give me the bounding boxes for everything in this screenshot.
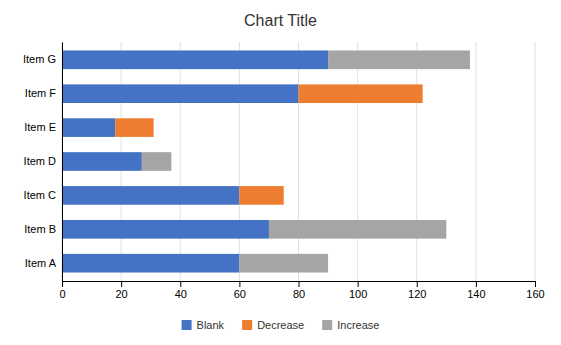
bar bbox=[239, 186, 283, 205]
y-tick: Item D bbox=[24, 155, 62, 167]
y-tick: Item F bbox=[25, 87, 62, 99]
plot: 020406080100120140160Item AItem BItem CI… bbox=[23, 42, 545, 300]
x-tick: 0 bbox=[59, 281, 65, 300]
y-axis-line bbox=[62, 43, 63, 282]
bar bbox=[422, 84, 423, 103]
legend-label: Decrease bbox=[257, 319, 304, 331]
x-tick-label: 20 bbox=[116, 288, 128, 300]
x-tick-label: 120 bbox=[408, 288, 426, 300]
bar bbox=[62, 50, 328, 69]
y-tick-label: Item C bbox=[24, 189, 56, 201]
bar bbox=[62, 152, 142, 171]
y-axis: Item A Item B Item C Item D Item E Item F Item… bbox=[23, 43, 63, 282]
bar bbox=[153, 118, 154, 137]
y-tick-label: Item E bbox=[24, 121, 56, 133]
bar bbox=[62, 118, 115, 137]
x-tick-mark bbox=[358, 281, 359, 287]
series bbox=[62, 50, 328, 272]
grid-line bbox=[357, 42, 358, 281]
y-tick: Item B bbox=[24, 223, 62, 235]
x-tick: 80 bbox=[293, 281, 305, 300]
x-tick-label: 60 bbox=[234, 288, 246, 300]
x-tick-mark bbox=[62, 281, 63, 287]
x-tick-mark bbox=[121, 281, 122, 287]
x-tick: 60 bbox=[234, 281, 246, 300]
x-tick: 100 bbox=[349, 281, 367, 300]
legend-item: Decrease bbox=[242, 319, 304, 331]
grid-line bbox=[475, 42, 476, 281]
bars bbox=[62, 50, 470, 272]
x-tick-mark bbox=[476, 281, 477, 287]
chart-container: Chart Title020406080100120140160Item AIt… bbox=[0, 0, 561, 345]
bar bbox=[62, 220, 269, 239]
x-tick-label: 40 bbox=[175, 288, 187, 300]
grid-line bbox=[298, 42, 299, 281]
title: Chart Title bbox=[244, 12, 317, 29]
y-tick-label: Item D bbox=[24, 155, 56, 167]
legend-swatch bbox=[242, 320, 252, 330]
bar bbox=[62, 84, 299, 103]
y-tick: Item G bbox=[23, 53, 62, 65]
y-tick-label: Item G bbox=[23, 53, 56, 65]
grid-line bbox=[180, 42, 181, 281]
x-tick-label: 80 bbox=[293, 288, 305, 300]
legend-item: Blank bbox=[182, 319, 225, 331]
x-tick-mark bbox=[535, 281, 536, 287]
y-tick-label: Item A bbox=[25, 257, 57, 269]
x-tick-label: 0 bbox=[59, 288, 65, 300]
x-tick: 20 bbox=[116, 281, 128, 300]
bar bbox=[115, 118, 153, 137]
x-tick: 120 bbox=[408, 281, 426, 300]
x-axis: 0 20 40 60 80 100 120 140 160 bbox=[59, 281, 544, 300]
y-tick: Item A bbox=[25, 257, 62, 269]
grid-line bbox=[62, 42, 63, 281]
chart: Chart Title020406080100120140160Item AIt… bbox=[0, 0, 561, 345]
grid-line bbox=[239, 42, 240, 281]
grid bbox=[62, 42, 535, 281]
legend-swatch bbox=[182, 320, 192, 330]
x-tick: 160 bbox=[526, 281, 544, 300]
grid-line bbox=[416, 42, 417, 281]
x-tick-label: 100 bbox=[349, 288, 367, 300]
bar bbox=[328, 50, 470, 69]
legend-item: Increase bbox=[322, 319, 379, 331]
legend-label: Blank bbox=[197, 319, 225, 331]
grid-line bbox=[535, 42, 536, 281]
y-tick-label: Item F bbox=[25, 87, 56, 99]
y-tick: Item E bbox=[24, 121, 62, 133]
x-tick-mark bbox=[417, 281, 418, 287]
bar bbox=[283, 186, 284, 205]
legend-label: Increase bbox=[337, 319, 379, 331]
series bbox=[142, 50, 470, 272]
bar bbox=[299, 84, 423, 103]
bar bbox=[269, 220, 446, 239]
y-tick-label: Item B bbox=[24, 223, 56, 235]
legend-swatch bbox=[322, 320, 332, 330]
bar bbox=[62, 254, 239, 273]
x-tick-mark bbox=[299, 281, 300, 287]
bar bbox=[142, 152, 172, 171]
x-tick: 40 bbox=[175, 281, 187, 300]
x-tick-mark bbox=[180, 281, 181, 287]
y-tick: Item C bbox=[24, 189, 62, 201]
series bbox=[115, 84, 422, 204]
x-tick: 140 bbox=[467, 281, 485, 300]
legend: Blank Decrease Increase bbox=[182, 319, 380, 331]
x-tick-label: 140 bbox=[467, 288, 485, 300]
bar bbox=[62, 186, 239, 205]
x-tick-mark bbox=[239, 281, 240, 287]
x-tick-label: 160 bbox=[526, 288, 544, 300]
bar bbox=[239, 254, 328, 273]
